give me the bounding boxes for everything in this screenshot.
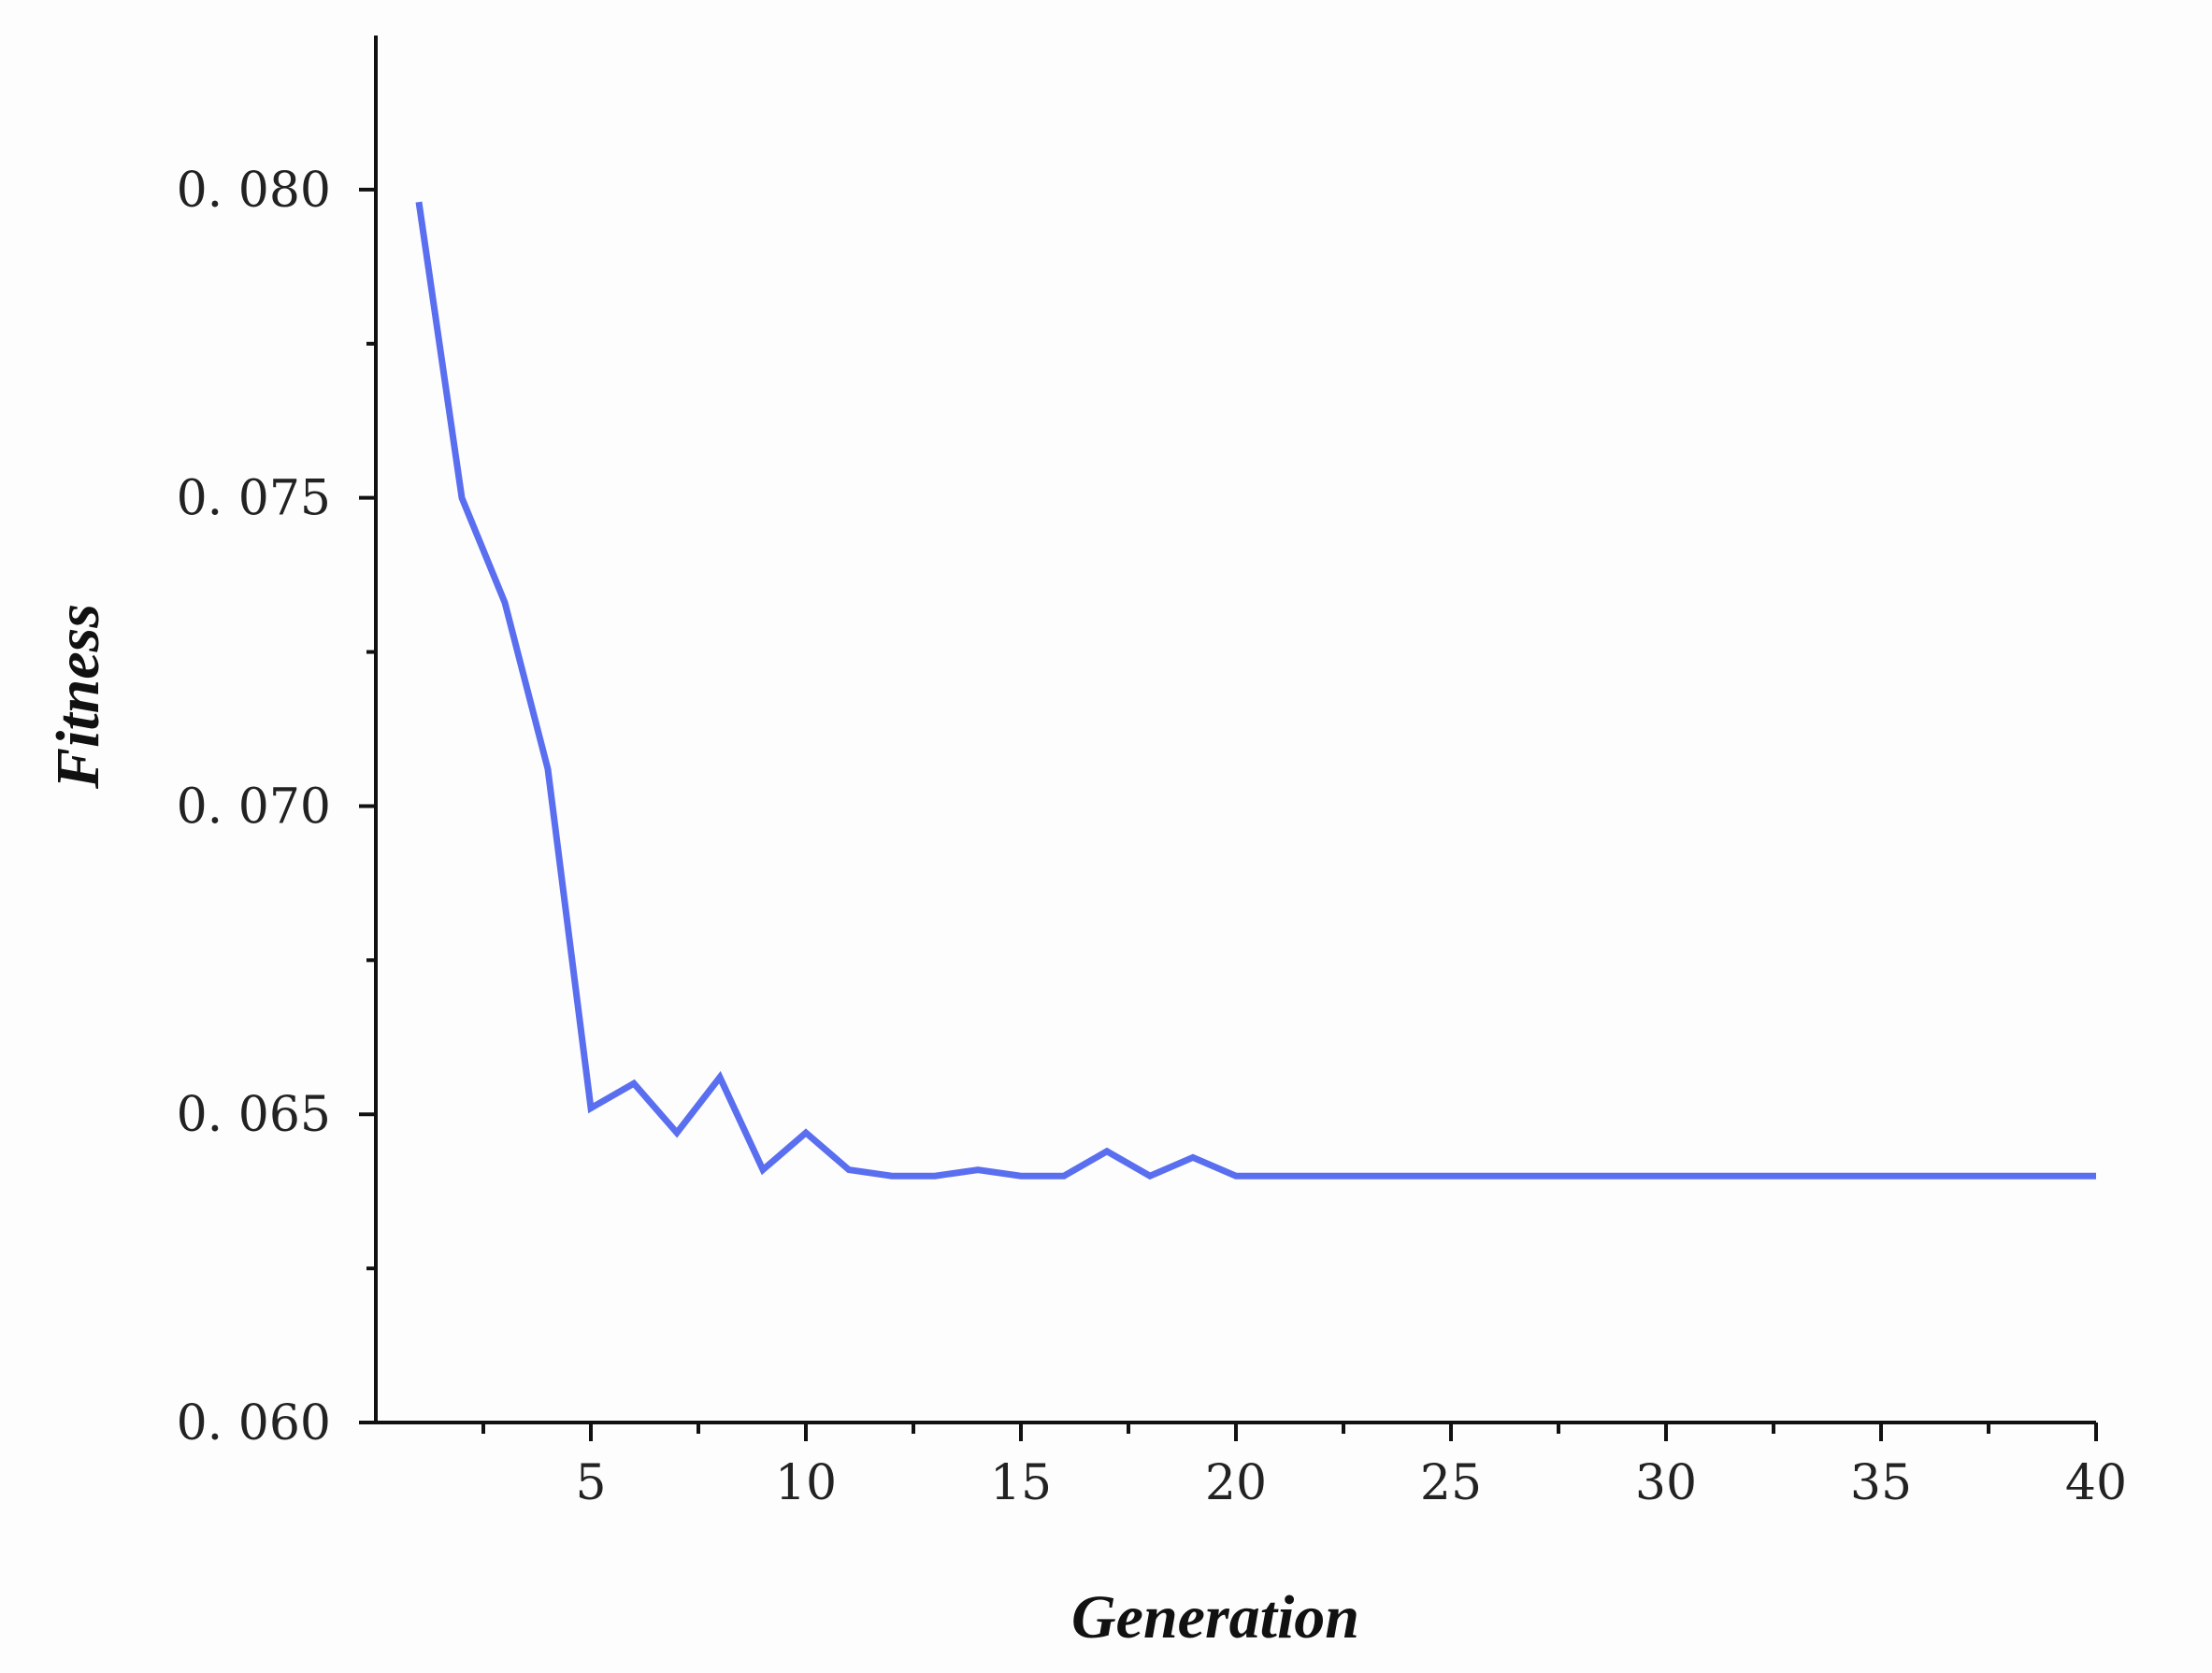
x-tick-label: 10: [775, 1455, 837, 1511]
x-tick-label: 5: [575, 1455, 606, 1511]
x-tick-label: 40: [2065, 1455, 2127, 1511]
y-tick-label: 0. 080: [177, 163, 331, 219]
ticks: [359, 187, 2098, 1441]
y-tick-label: 0. 065: [177, 1087, 331, 1143]
y-tick-label: 0. 070: [177, 779, 331, 835]
y-tick-label: 0. 075: [177, 471, 331, 527]
x-tick-label: 15: [990, 1455, 1052, 1511]
tick-labels: 0. 060 0. 065 0. 070 0. 075 0. 080 5 10 15 20 25 3…: [177, 163, 2127, 1511]
series-group: [415, 201, 2096, 1180]
x-tick-label: 25: [1420, 1455, 1482, 1511]
series-line: [415, 201, 2096, 1180]
x-axis-title: Generation: [1071, 1583, 1359, 1652]
x-tick-label: 35: [1850, 1455, 1912, 1511]
x-tick-label: 20: [1205, 1455, 1267, 1511]
y-axis-title: Fitness: [44, 604, 112, 790]
axes: [374, 36, 2096, 1424]
x-tick-label: 30: [1635, 1455, 1697, 1511]
y-tick-label: 0. 060: [177, 1395, 331, 1451]
